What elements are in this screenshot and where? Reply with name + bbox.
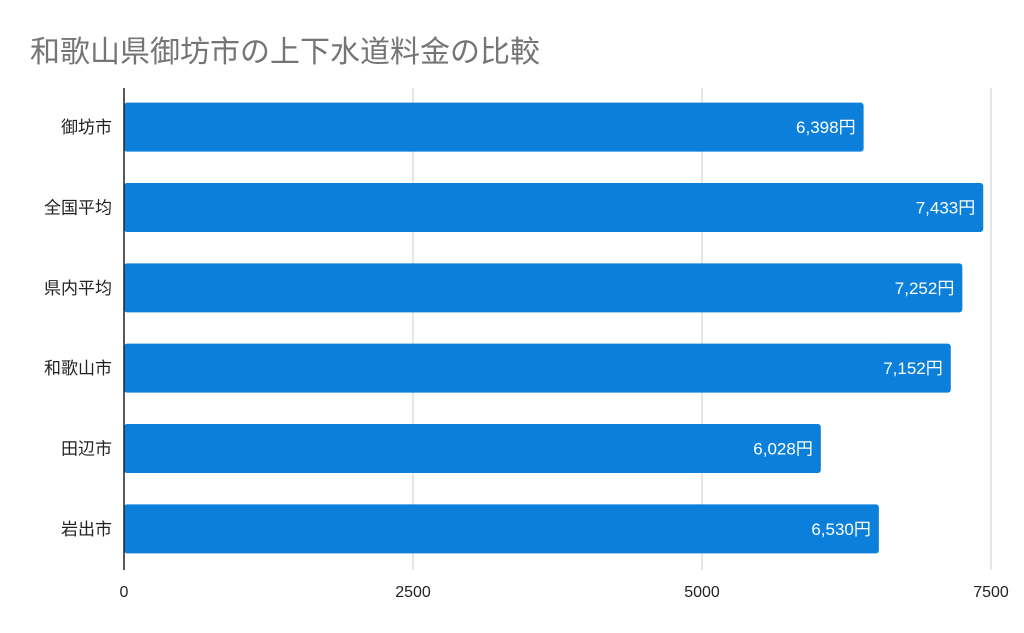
category-label: 田辺市: [61, 440, 112, 459]
bar: [124, 263, 963, 313]
category-label: 全国平均: [44, 199, 112, 218]
chart-title: 和歌山県御坊市の上下水道料金の比較: [30, 36, 540, 69]
data-label: 6,398円: [796, 118, 856, 137]
data-label: 7,252円: [895, 279, 955, 298]
x-tick-label: 0: [120, 584, 129, 601]
category-label: 和歌山市: [44, 359, 112, 378]
category-label: 岩出市: [61, 520, 112, 539]
bar: [124, 343, 951, 393]
bar: [124, 424, 821, 473]
bar: [124, 183, 984, 232]
data-label: 6,028円: [753, 440, 813, 459]
bar: [124, 102, 864, 152]
category-label: 御坊市: [61, 118, 112, 137]
data-label: 7,433円: [916, 199, 976, 218]
x-tick-label: 7500: [973, 584, 1009, 601]
data-label: 6,530円: [811, 520, 871, 539]
x-tick-label: 5000: [684, 584, 720, 601]
data-label: 7,152円: [883, 359, 943, 378]
bar: [124, 504, 879, 554]
category-label: 県内平均: [44, 279, 112, 298]
x-tick-label: 2500: [395, 584, 431, 601]
